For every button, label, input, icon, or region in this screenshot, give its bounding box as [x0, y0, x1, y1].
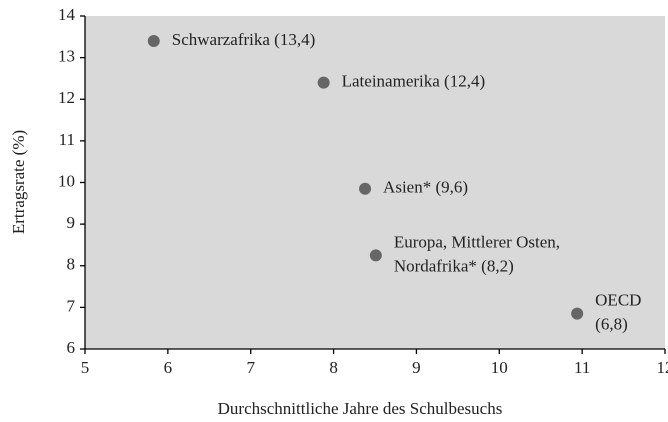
y-tick-label: 6: [67, 338, 76, 357]
point-label: (6,8): [595, 315, 628, 334]
y-tick-label: 12: [58, 88, 75, 107]
point: [147, 34, 160, 47]
point: [317, 76, 330, 89]
point-label: Lateinamerika (12,4): [342, 72, 486, 91]
plot-area: [85, 16, 665, 349]
point-label: Asien* (9,6): [383, 178, 468, 197]
point-label: Nordafrika* (8,2): [394, 256, 514, 275]
x-axis-title: Durchschnittliche Jahre des Schulbesuchs: [218, 399, 503, 418]
point-label: Europa, Mittlerer Osten,: [394, 232, 560, 251]
y-tick-label: 14: [58, 5, 76, 24]
point: [359, 182, 372, 195]
y-tick-label: 8: [67, 255, 76, 274]
point: [571, 307, 584, 320]
y-tick-label: 13: [58, 47, 75, 66]
point-label: Schwarzafrika (13,4): [172, 30, 316, 49]
x-tick-label: 11: [574, 358, 590, 377]
x-tick-label: 6: [164, 358, 173, 377]
y-tick-label: 11: [59, 130, 75, 149]
x-tick-label: 12: [657, 358, 668, 377]
x-tick-label: 5: [81, 358, 90, 377]
x-tick-label: 8: [329, 358, 338, 377]
x-tick-label: 7: [246, 358, 255, 377]
y-tick-label: 10: [58, 171, 75, 190]
point-label: OECD: [595, 291, 641, 310]
x-tick-label: 9: [412, 358, 421, 377]
x-tick-label: 10: [491, 358, 508, 377]
y-axis-title: Ertragsrate (%): [9, 130, 28, 234]
point: [369, 249, 382, 262]
y-tick-label: 7: [67, 296, 76, 315]
y-tick-label: 9: [67, 213, 76, 232]
